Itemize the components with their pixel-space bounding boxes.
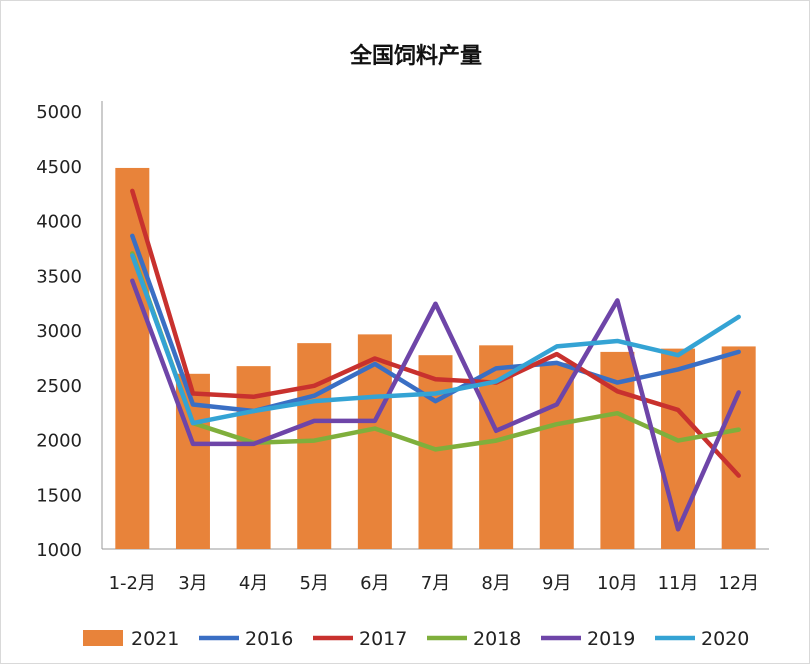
y-tick-label: 2500	[36, 376, 82, 397]
y-tick-label: 4000	[36, 212, 82, 233]
legend-label: 2016	[245, 628, 293, 650]
x-tick-label: 9月	[542, 573, 571, 594]
y-tick-label: 2000	[36, 431, 82, 452]
chart-title: 全国饲料产量	[349, 43, 482, 69]
y-tick-label: 5000	[36, 102, 82, 123]
legend-swatch-2021	[83, 630, 123, 646]
y-tick-label: 4500	[36, 157, 82, 178]
x-tick-label: 12月	[718, 573, 759, 594]
legend-label: 2018	[473, 628, 521, 650]
x-tick-label: 10月	[597, 573, 638, 594]
legend-label: 2017	[359, 628, 407, 650]
x-tick-label: 6月	[360, 573, 389, 594]
x-tick-label: 11月	[658, 573, 699, 594]
y-tick-label: 3000	[36, 321, 82, 342]
x-tick-label: 1-2月	[109, 573, 156, 594]
y-tick-label: 1000	[36, 540, 82, 561]
line-2019	[130, 278, 741, 532]
legend-label: 2019	[587, 628, 635, 650]
legend-label: 2021	[131, 628, 179, 650]
bar-2021	[721, 346, 756, 549]
x-tick-label: 5月	[300, 573, 329, 594]
line-2018	[130, 251, 741, 452]
bar-2021	[297, 343, 332, 549]
y-tick-label: 3500	[36, 266, 82, 287]
bar-2021	[539, 362, 574, 549]
line-2017	[130, 188, 741, 478]
bar-2021	[418, 355, 453, 549]
x-tick-label: 4月	[239, 573, 268, 594]
x-tick-label: 8月	[481, 573, 510, 594]
legend-label: 2020	[701, 628, 749, 650]
bar-2021	[661, 348, 696, 549]
y-tick-label: 1500	[36, 485, 82, 506]
x-tick-label: 3月	[178, 573, 207, 594]
x-tick-label: 7月	[421, 573, 450, 594]
line-2020	[130, 253, 741, 426]
